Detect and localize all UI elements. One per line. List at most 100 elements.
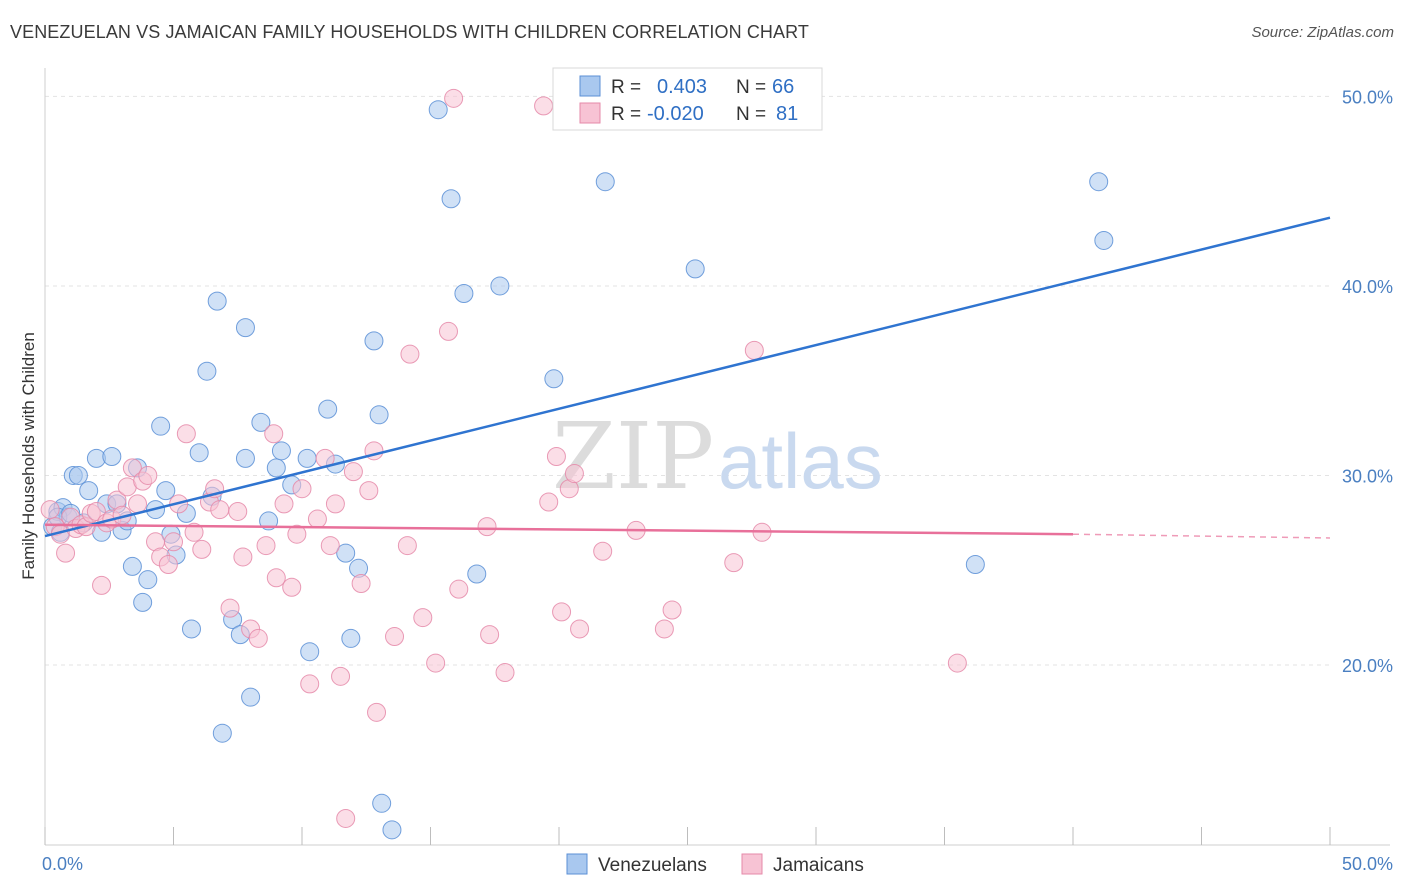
legend-r-value-jamaicans: -0.020 (647, 103, 704, 125)
point-jamaicans-23 (164, 532, 183, 552)
point-venezuelans-34 (235, 318, 255, 338)
point-jamaicans-37 (264, 424, 284, 444)
bottom-legend-label-jamaicans: Jamaicans (773, 855, 864, 876)
point-jamaicans-76 (724, 553, 744, 573)
point-venezuelans-42 (297, 448, 317, 468)
point-venezuelans-54 (441, 189, 461, 209)
y-axis-label: Family Households with Children (19, 332, 38, 580)
point-jamaicans-35 (248, 628, 268, 648)
point-venezuelans-63 (1094, 230, 1114, 250)
point-venezuelans-53 (428, 100, 448, 120)
x-tick-label-0: 0.0% (42, 854, 83, 874)
point-jamaicans-16 (122, 458, 142, 478)
point-jamaicans-19 (138, 465, 158, 485)
watermark-atlas: atlas (718, 417, 883, 505)
point-venezuelans-61 (965, 555, 985, 575)
trend-line-extension-jamaicans (1072, 533, 1331, 539)
point-venezuelans-28 (197, 361, 217, 381)
point-jamaicans-10 (92, 575, 112, 595)
point-jamaicans-47 (325, 494, 345, 514)
point-jamaicans-26 (184, 522, 204, 542)
point-jamaicans-49 (336, 808, 356, 828)
series-legend: Venezuelans Jamaicans (566, 853, 864, 876)
point-jamaicans-55 (397, 536, 417, 556)
point-venezuelans-60 (685, 259, 705, 279)
point-jamaicans-51 (351, 573, 371, 593)
legend-r-label-jamaicans: R = (611, 104, 641, 125)
point-jamaicans-30 (210, 500, 230, 520)
point-venezuelans-16 (122, 556, 142, 576)
point-jamaicans-70 (564, 464, 584, 484)
point-venezuelans-30 (207, 291, 227, 311)
data-points (40, 88, 1114, 840)
trend-line-jamaicans (44, 523, 1074, 536)
point-jamaicans-77 (744, 340, 764, 360)
point-venezuelans-49 (364, 331, 384, 351)
point-venezuelans-37 (251, 412, 271, 432)
point-venezuelans-56 (467, 564, 487, 584)
point-jamaicans-41 (287, 524, 307, 544)
point-venezuelans-55 (454, 284, 474, 304)
point-jamaicans-31 (220, 598, 240, 618)
trend-line-venezuelans (44, 216, 1331, 538)
point-venezuelans-59 (595, 172, 615, 192)
point-jamaicans-25 (176, 424, 196, 444)
point-jamaicans-57 (413, 608, 433, 628)
point-venezuelans-47 (341, 628, 361, 648)
grid-lines (45, 95, 1330, 666)
point-jamaicans-66 (539, 492, 559, 512)
correlation-legend: R = 0.403 N = 66 R = -0.020 N = 81 (552, 67, 823, 131)
point-jamaicans-54 (385, 627, 405, 647)
point-jamaicans-56 (400, 344, 420, 364)
x-tick-labels: 0.0% 50.0% (42, 854, 1393, 874)
point-jamaicans-32 (228, 501, 248, 521)
y-tick-label-1: 30.0% (1342, 466, 1393, 486)
point-venezuelans-35 (235, 448, 255, 468)
legend-n-label-venezuelans: N = (736, 77, 766, 98)
point-venezuelans-27 (189, 443, 209, 463)
point-venezuelans-51 (372, 793, 392, 813)
point-venezuelans-38 (259, 511, 279, 531)
point-jamaicans-58 (426, 653, 446, 673)
point-jamaicans-60 (444, 88, 464, 108)
point-jamaicans-46 (320, 536, 340, 556)
legend-n-label-jamaicans: N = (736, 104, 766, 125)
point-venezuelans-19 (138, 570, 158, 590)
y-tick-label-0: 20.0% (1342, 656, 1393, 676)
point-jamaicans-53 (367, 702, 387, 722)
point-jamaicans-43 (300, 674, 320, 694)
point-venezuelans-18 (133, 592, 153, 612)
y-tick-labels: 20.0% 30.0% 40.0% 50.0% (1342, 87, 1393, 676)
point-jamaicans-22 (158, 555, 178, 575)
point-jamaicans-71 (570, 619, 590, 639)
point-jamaicans-59 (438, 321, 458, 341)
point-jamaicans-65 (534, 96, 554, 116)
point-jamaicans-74 (654, 619, 674, 639)
point-venezuelans-31 (212, 723, 232, 743)
legend-n-value-jamaicans: 81 (776, 103, 798, 125)
point-jamaicans-79 (947, 653, 967, 673)
legend-swatch-jamaicans (579, 102, 601, 124)
point-jamaicans-68 (552, 602, 572, 622)
point-venezuelans-21 (151, 416, 171, 436)
y-tick-label-3: 50.0% (1342, 87, 1393, 107)
bottom-legend-swatch-venezuelans (566, 853, 588, 875)
legend-r-value-venezuelans: 0.403 (657, 76, 707, 98)
point-jamaicans-39 (274, 494, 294, 514)
watermark-zip: ZIP (552, 403, 714, 510)
point-jamaicans-17 (128, 494, 148, 514)
point-jamaicans-52 (359, 481, 379, 501)
point-jamaicans-64 (495, 663, 515, 683)
point-jamaicans-67 (546, 447, 566, 466)
point-venezuelans-8 (79, 481, 99, 501)
point-venezuelans-6 (68, 465, 88, 485)
point-jamaicans-44 (307, 509, 327, 529)
point-jamaicans-40 (282, 577, 302, 597)
point-venezuelans-39 (266, 458, 286, 478)
point-jamaicans-48 (331, 666, 351, 686)
point-venezuelans-26 (181, 619, 201, 639)
point-jamaicans-3 (56, 543, 76, 563)
point-venezuelans-22 (156, 481, 176, 501)
point-jamaicans-33 (233, 547, 253, 567)
